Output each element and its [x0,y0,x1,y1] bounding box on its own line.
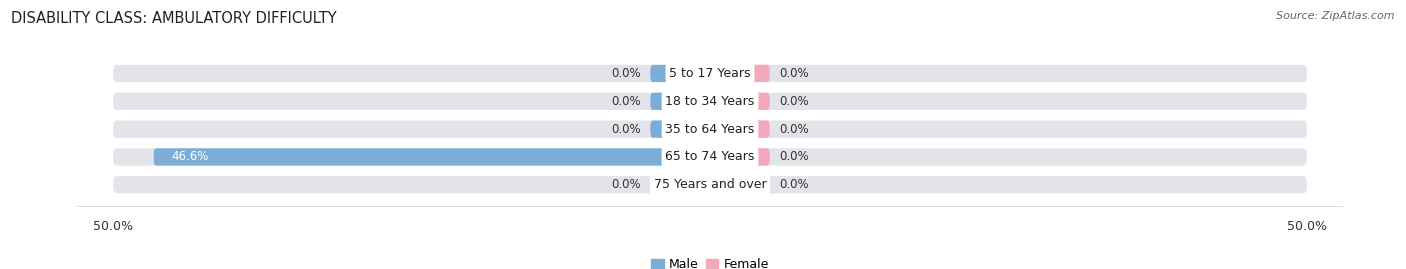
Text: 5 to 17 Years: 5 to 17 Years [669,67,751,80]
FancyBboxPatch shape [112,121,1308,138]
Text: 0.0%: 0.0% [612,67,641,80]
Text: 46.6%: 46.6% [172,150,209,164]
Text: 75 Years and over: 75 Years and over [654,178,766,191]
Text: 0.0%: 0.0% [779,67,808,80]
FancyBboxPatch shape [710,93,769,110]
Legend: Male, Female: Male, Female [647,253,773,269]
Text: 0.0%: 0.0% [612,95,641,108]
FancyBboxPatch shape [112,176,1308,193]
FancyBboxPatch shape [112,148,1308,166]
FancyBboxPatch shape [112,65,1308,82]
Text: 0.0%: 0.0% [779,178,808,191]
FancyBboxPatch shape [112,93,1308,110]
FancyBboxPatch shape [651,176,710,193]
Text: DISABILITY CLASS: AMBULATORY DIFFICULTY: DISABILITY CLASS: AMBULATORY DIFFICULTY [11,11,337,26]
Text: 0.0%: 0.0% [612,178,641,191]
Text: 18 to 34 Years: 18 to 34 Years [665,95,755,108]
FancyBboxPatch shape [710,176,769,193]
FancyBboxPatch shape [153,148,710,166]
FancyBboxPatch shape [710,121,769,138]
Text: 0.0%: 0.0% [779,95,808,108]
FancyBboxPatch shape [710,65,769,82]
FancyBboxPatch shape [710,148,769,166]
Text: 0.0%: 0.0% [779,150,808,164]
Text: 35 to 64 Years: 35 to 64 Years [665,123,755,136]
Text: 0.0%: 0.0% [612,123,641,136]
Text: Source: ZipAtlas.com: Source: ZipAtlas.com [1277,11,1395,21]
FancyBboxPatch shape [651,65,710,82]
Text: 0.0%: 0.0% [779,123,808,136]
FancyBboxPatch shape [651,93,710,110]
Text: 65 to 74 Years: 65 to 74 Years [665,150,755,164]
FancyBboxPatch shape [651,121,710,138]
